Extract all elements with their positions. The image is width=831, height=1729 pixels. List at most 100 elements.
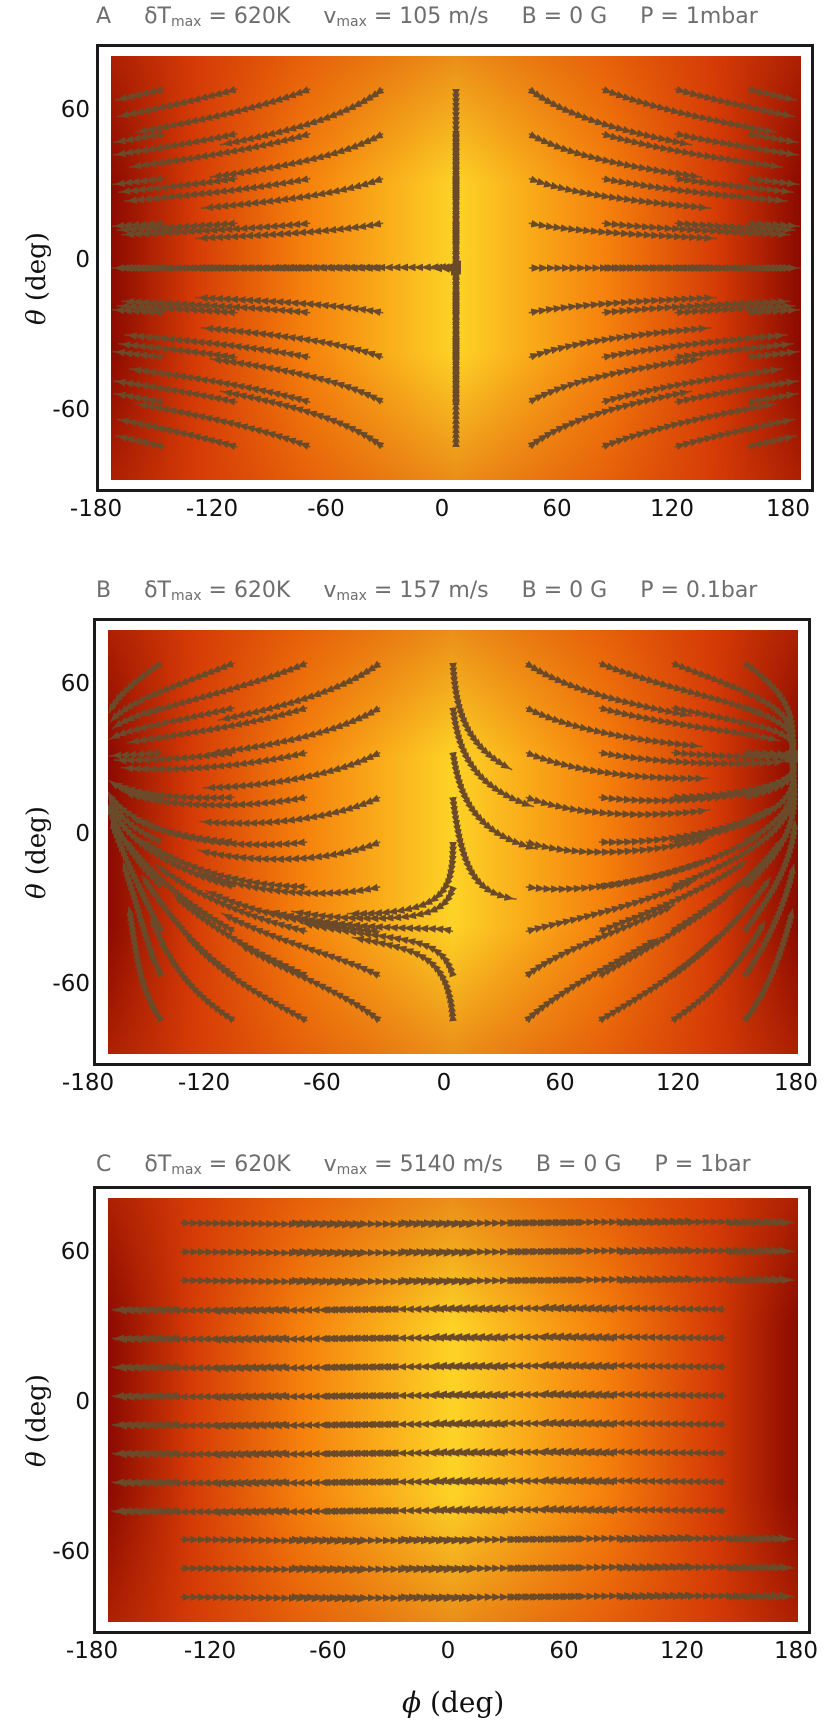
plot-frame bbox=[96, 44, 814, 492]
streamline bbox=[747, 349, 800, 361]
x-tick: -180 bbox=[61, 1070, 115, 1096]
dtmax-label: δTmax = 620K bbox=[144, 1152, 291, 1178]
x-tick: 60 bbox=[542, 496, 572, 522]
streamline bbox=[674, 341, 794, 361]
streamline bbox=[674, 417, 796, 451]
x-tick: 60 bbox=[545, 1070, 575, 1096]
streamline bbox=[747, 306, 801, 317]
dtmax-label: δTmax = 620K bbox=[144, 4, 291, 30]
streamline bbox=[536, 1418, 727, 1429]
y-tick: 60 bbox=[60, 97, 90, 123]
x-axis-label: ϕ (deg) bbox=[402, 1686, 505, 1719]
y-tick: -60 bbox=[52, 1539, 90, 1565]
panel-a: A δTmax = 620K vmax = 105 m/s B = 0 G P … bbox=[0, 0, 831, 522]
x-tick: 0 bbox=[440, 1638, 456, 1664]
x-tick: -120 bbox=[183, 1638, 237, 1664]
streamline bbox=[674, 378, 799, 406]
panel-title: B δTmax = 620K vmax = 157 m/s B = 0 G P … bbox=[96, 578, 757, 604]
streamline bbox=[317, 1506, 508, 1516]
streamline bbox=[449, 662, 513, 771]
streamline bbox=[266, 263, 457, 272]
streamline bbox=[743, 660, 798, 762]
plot-frame bbox=[93, 1186, 811, 1634]
y-tick: -60 bbox=[52, 971, 90, 997]
pressure-label: P = 1mbar bbox=[640, 4, 758, 29]
streamlines bbox=[111, 85, 801, 451]
temperature-shading bbox=[108, 1198, 798, 1622]
streamline bbox=[317, 1362, 508, 1372]
vmax-label: vmax = 157 m/s bbox=[323, 578, 489, 604]
streamline bbox=[747, 175, 800, 187]
x-tick: 60 bbox=[549, 1638, 579, 1664]
streamline bbox=[202, 749, 381, 792]
heatmap-svg bbox=[111, 56, 801, 480]
heatmap-svg bbox=[108, 630, 798, 1054]
streamline bbox=[536, 1303, 727, 1314]
x-tick: -60 bbox=[307, 496, 345, 522]
streamline bbox=[674, 85, 796, 119]
streamlines bbox=[111, 1217, 795, 1603]
streamlines bbox=[108, 660, 798, 1024]
streamline bbox=[747, 434, 798, 451]
x-tick: 120 bbox=[660, 1638, 704, 1664]
pressure-label: P = 1bar bbox=[654, 1152, 751, 1177]
dtmax-label: δTmax = 620K bbox=[144, 578, 291, 604]
y-tick: 0 bbox=[75, 247, 90, 273]
x-tick: 120 bbox=[656, 1070, 700, 1096]
y-tick: -60 bbox=[52, 397, 90, 423]
streamline bbox=[195, 294, 384, 316]
x-tick: 180 bbox=[774, 1070, 818, 1096]
streamline bbox=[317, 1305, 508, 1314]
streamline bbox=[317, 1334, 508, 1343]
streamline bbox=[674, 175, 794, 195]
pressure-label: P = 0.1bar bbox=[640, 578, 758, 603]
x-tick: 0 bbox=[434, 496, 450, 522]
streamline bbox=[536, 1447, 727, 1458]
streamline bbox=[217, 660, 382, 722]
x-tick: -60 bbox=[303, 1070, 341, 1096]
field-label: B = 0 G bbox=[521, 578, 608, 603]
streamline bbox=[317, 1391, 508, 1400]
streamline bbox=[200, 325, 384, 361]
x-tick: 120 bbox=[650, 496, 694, 522]
streamline bbox=[209, 356, 384, 405]
streamline bbox=[199, 794, 381, 828]
streamline bbox=[200, 175, 384, 211]
plot-frame bbox=[93, 618, 811, 1066]
y-tick: 0 bbox=[75, 821, 90, 847]
panel-c: C δTmax = 620K vmax = 5140 m/s B = 0 G P… bbox=[0, 1148, 831, 1729]
vmax-label: vmax = 5140 m/s bbox=[323, 1152, 503, 1178]
streamline bbox=[747, 85, 798, 102]
y-tick: 60 bbox=[60, 1239, 90, 1265]
vmax-label: vmax = 105 m/s bbox=[323, 4, 489, 30]
heatmap-area bbox=[108, 1198, 798, 1622]
x-tick: 0 bbox=[436, 1070, 452, 1096]
streamline bbox=[536, 1476, 727, 1486]
streamline bbox=[747, 130, 799, 145]
streamline bbox=[317, 1420, 508, 1429]
field-label: B = 0 G bbox=[535, 1152, 622, 1177]
streamline bbox=[195, 220, 384, 242]
panel-letter: B bbox=[96, 578, 112, 603]
y-axis-label: θ (deg) bbox=[22, 806, 52, 899]
x-tick: -180 bbox=[65, 1638, 119, 1664]
panel-letter: A bbox=[96, 4, 112, 29]
streamline bbox=[317, 1449, 508, 1458]
streamline bbox=[747, 219, 801, 230]
x-tick: 180 bbox=[766, 496, 810, 522]
x-tick: -120 bbox=[185, 496, 239, 522]
x-tick: -120 bbox=[177, 1070, 231, 1096]
streamline bbox=[536, 1504, 727, 1515]
heatmap-svg bbox=[108, 1198, 798, 1622]
y-tick: 0 bbox=[75, 1389, 90, 1415]
panel-b: B δTmax = 620K vmax = 157 m/s B = 0 G P … bbox=[0, 574, 831, 1096]
streamline bbox=[674, 130, 799, 158]
field-label: B = 0 G bbox=[521, 4, 608, 29]
y-axis-label: θ (deg) bbox=[22, 1374, 52, 1467]
heatmap-area bbox=[111, 56, 801, 480]
y-axis-label: θ (deg) bbox=[22, 232, 52, 325]
panel-title: C δTmax = 620K vmax = 5140 m/s B = 0 G P… bbox=[96, 1152, 751, 1178]
streamline bbox=[219, 86, 385, 147]
streamline bbox=[747, 391, 799, 406]
heatmap-area bbox=[108, 630, 798, 1054]
